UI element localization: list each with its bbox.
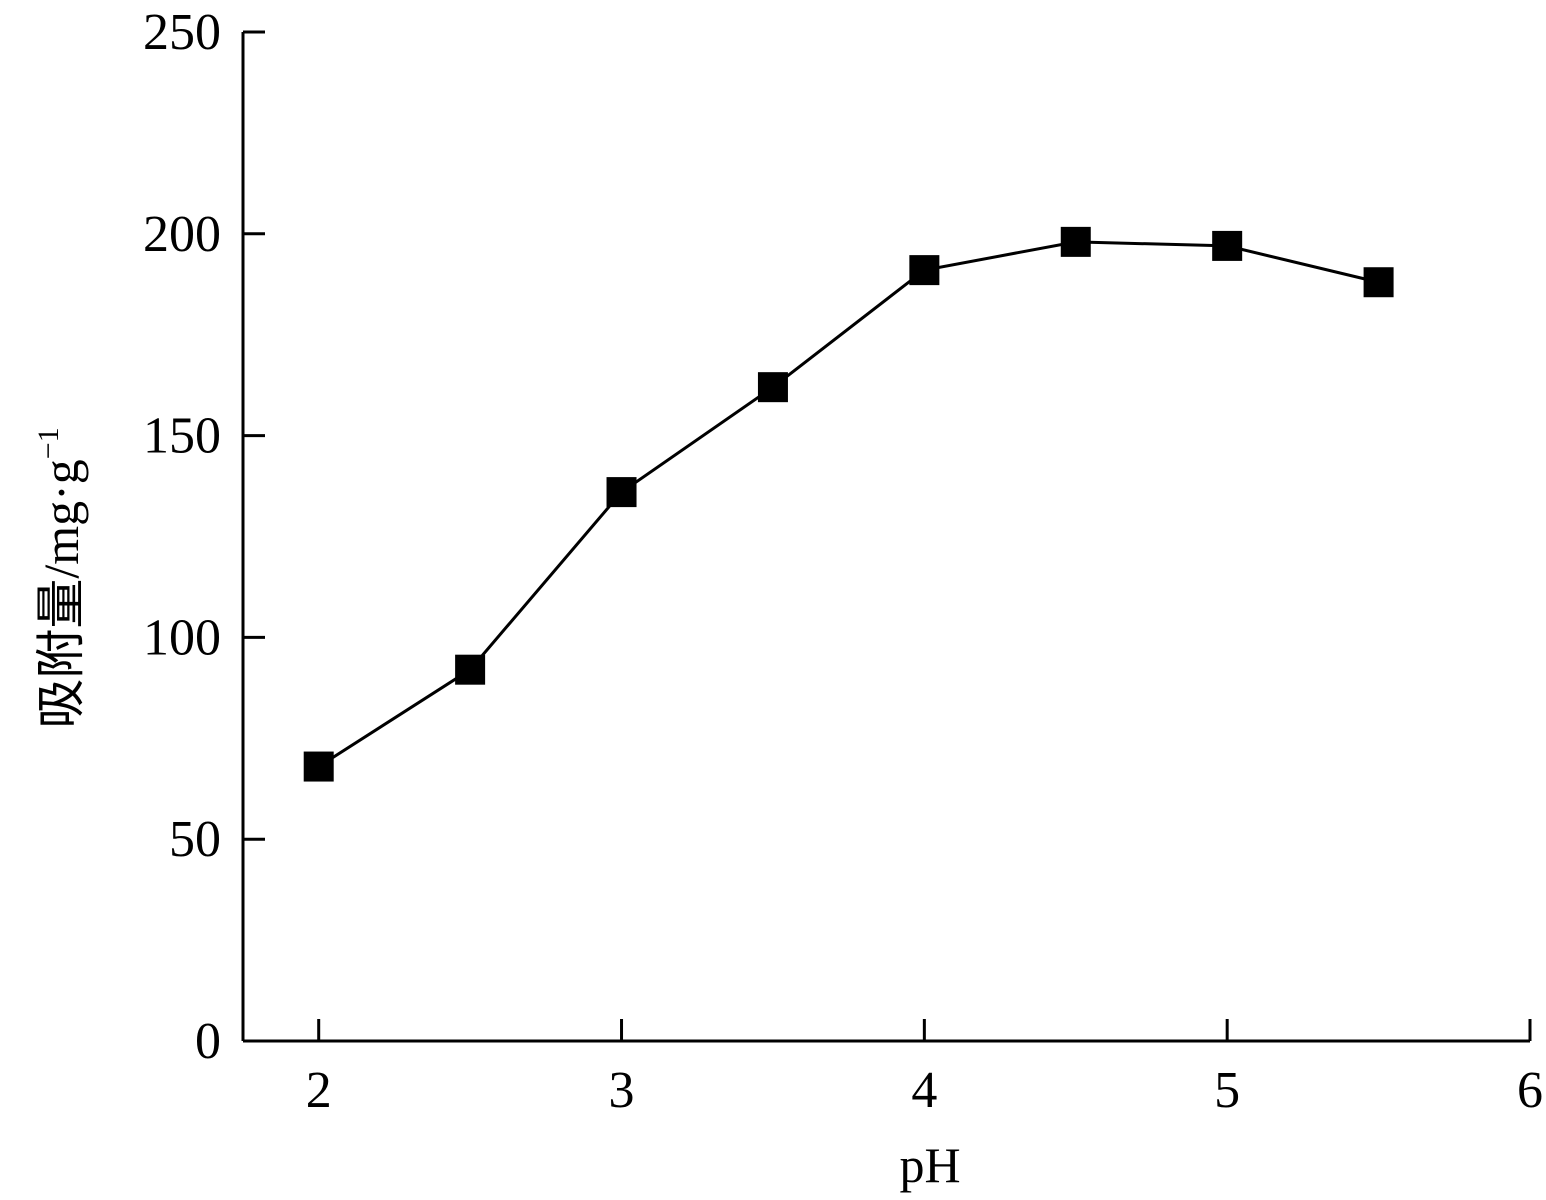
y-tick-label: 250 — [143, 4, 221, 61]
x-axis-title: pH — [899, 1137, 960, 1193]
x-tick-label: 5 — [1214, 1062, 1240, 1119]
data-point — [757, 372, 788, 403]
data-point — [455, 654, 486, 685]
y-tick-label: 0 — [195, 1013, 221, 1070]
y-axis-title: 吸附量/mg·g−1 — [32, 427, 89, 728]
x-tick-label: 4 — [911, 1062, 937, 1119]
y-tick-label: 200 — [143, 206, 221, 263]
data-point — [909, 255, 940, 286]
y-tick-label: 100 — [143, 609, 221, 666]
x-tick-label: 3 — [609, 1062, 635, 1119]
data-point — [1060, 226, 1091, 257]
data-point — [303, 751, 334, 782]
data-point — [1212, 230, 1243, 261]
series-group — [303, 226, 1394, 782]
y-axis-title-main: 吸附量/mg·g — [33, 459, 89, 728]
x-tick-label: 2 — [306, 1062, 332, 1119]
y-axis-title-superscript: −1 — [32, 427, 65, 459]
data-point — [1363, 267, 1394, 298]
y-tick-label: 50 — [169, 811, 221, 868]
x-tick-label: 6 — [1517, 1062, 1543, 1119]
y-tick-label: 150 — [143, 408, 221, 465]
series-line — [317, 240, 1379, 768]
axes: 0 50 100 150 200 250 2 3 4 5 6 — [143, 4, 1543, 1119]
data-point — [606, 477, 637, 508]
